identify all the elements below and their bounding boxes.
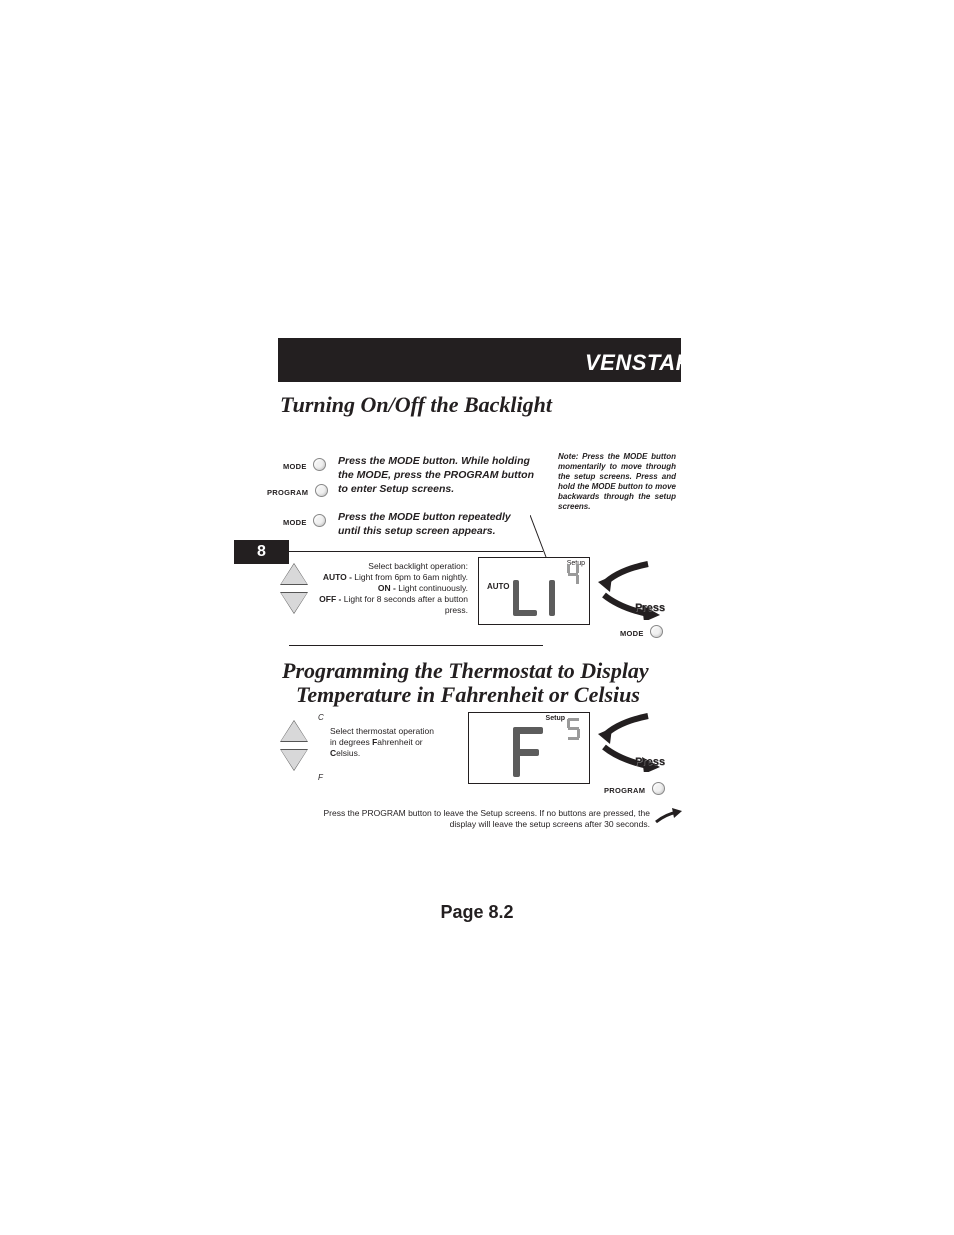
- press-program-row: PROGRAM: [604, 780, 665, 798]
- press-program-label: PROGRAM: [604, 786, 645, 795]
- down-arrow-2[interactable]: [280, 749, 308, 771]
- mode-note: Note: Press the MODE button momentarily …: [558, 452, 676, 512]
- section2-footer: Press the PROGRAM button to leave the Se…: [310, 808, 650, 830]
- backlight-on-text: Light continuously.: [396, 583, 468, 593]
- press-program-icon[interactable]: [652, 782, 665, 795]
- press-label-2: Press: [635, 756, 665, 768]
- s2-f2: ahrenheit or: [377, 737, 422, 747]
- lcd-screen-2: Setup: [468, 712, 590, 784]
- mode-button-row-2: MODE: [283, 512, 326, 530]
- press-mode-label: MODE: [620, 629, 644, 638]
- up-label-c: C: [318, 713, 324, 722]
- divider-line-2: [289, 645, 543, 646]
- mode-label-2: MODE: [283, 518, 307, 527]
- lcd-setup-label-2: Setup: [546, 715, 565, 722]
- backlight-intro: Select backlight operation:: [368, 561, 468, 571]
- lcd-main-LI: [509, 578, 579, 620]
- s2-c2: elsius.: [336, 748, 360, 758]
- step-tab: 8: [234, 540, 289, 564]
- step-number: 8: [257, 543, 266, 560]
- section2-title: Programming the Thermostat to Display Te…: [282, 659, 649, 707]
- up-arrow-1[interactable]: [280, 563, 308, 585]
- press-mode-row: MODE: [620, 623, 663, 641]
- press-label-1: Press: [635, 602, 665, 614]
- lcd-screen-1: Setup AUTO: [478, 557, 590, 625]
- down-label-f: F: [318, 773, 323, 782]
- backlight-on-label: ON -: [378, 583, 396, 593]
- section1-title: Turning On/Off the Backlight: [280, 392, 552, 418]
- program-button-icon[interactable]: [315, 484, 328, 497]
- section2-title-line1: Programming the Thermostat to Display: [282, 658, 649, 683]
- instruction-2: Press the MODE button repeatedly until t…: [338, 510, 533, 538]
- brand-text: VENSTAR: [585, 350, 692, 375]
- brand-logo: VENSTAR®: [585, 350, 700, 376]
- mode-button-icon-2[interactable]: [313, 514, 326, 527]
- mode-label: MODE: [283, 462, 307, 471]
- backlight-options: Select backlight operation: AUTO - Light…: [318, 561, 468, 616]
- mode-button-row-1: MODE: [283, 456, 326, 474]
- down-arrow-1[interactable]: [280, 592, 308, 614]
- footer-arrow-icon: [654, 808, 684, 828]
- up-arrow-2[interactable]: [280, 720, 308, 742]
- lcd-main-F: [509, 723, 559, 781]
- lcd-digit-5: [565, 717, 585, 743]
- program-label: PROGRAM: [267, 488, 308, 497]
- mode-button-icon[interactable]: [313, 458, 326, 471]
- page-number: Page 8.2: [0, 902, 954, 923]
- backlight-off-label: OFF -: [319, 594, 341, 604]
- section2-title-line2: Temperature in Fahrenheit or Celsius: [296, 682, 640, 707]
- press-mode-icon[interactable]: [650, 625, 663, 638]
- section2-instr: Select thermostat operation in degrees F…: [330, 726, 440, 759]
- instruction-1: Press the MODE button. While holding the…: [338, 454, 546, 497]
- backlight-auto-label: AUTO -: [323, 572, 352, 582]
- backlight-off-text: Light for 8 seconds after a button press…: [341, 594, 468, 615]
- divider-line-1: [289, 551, 543, 552]
- lcd-auto-label: AUTO: [487, 582, 510, 591]
- backlight-auto-text: Light from 6pm to 6am nightly.: [352, 572, 468, 582]
- program-button-row: PROGRAM: [267, 482, 328, 500]
